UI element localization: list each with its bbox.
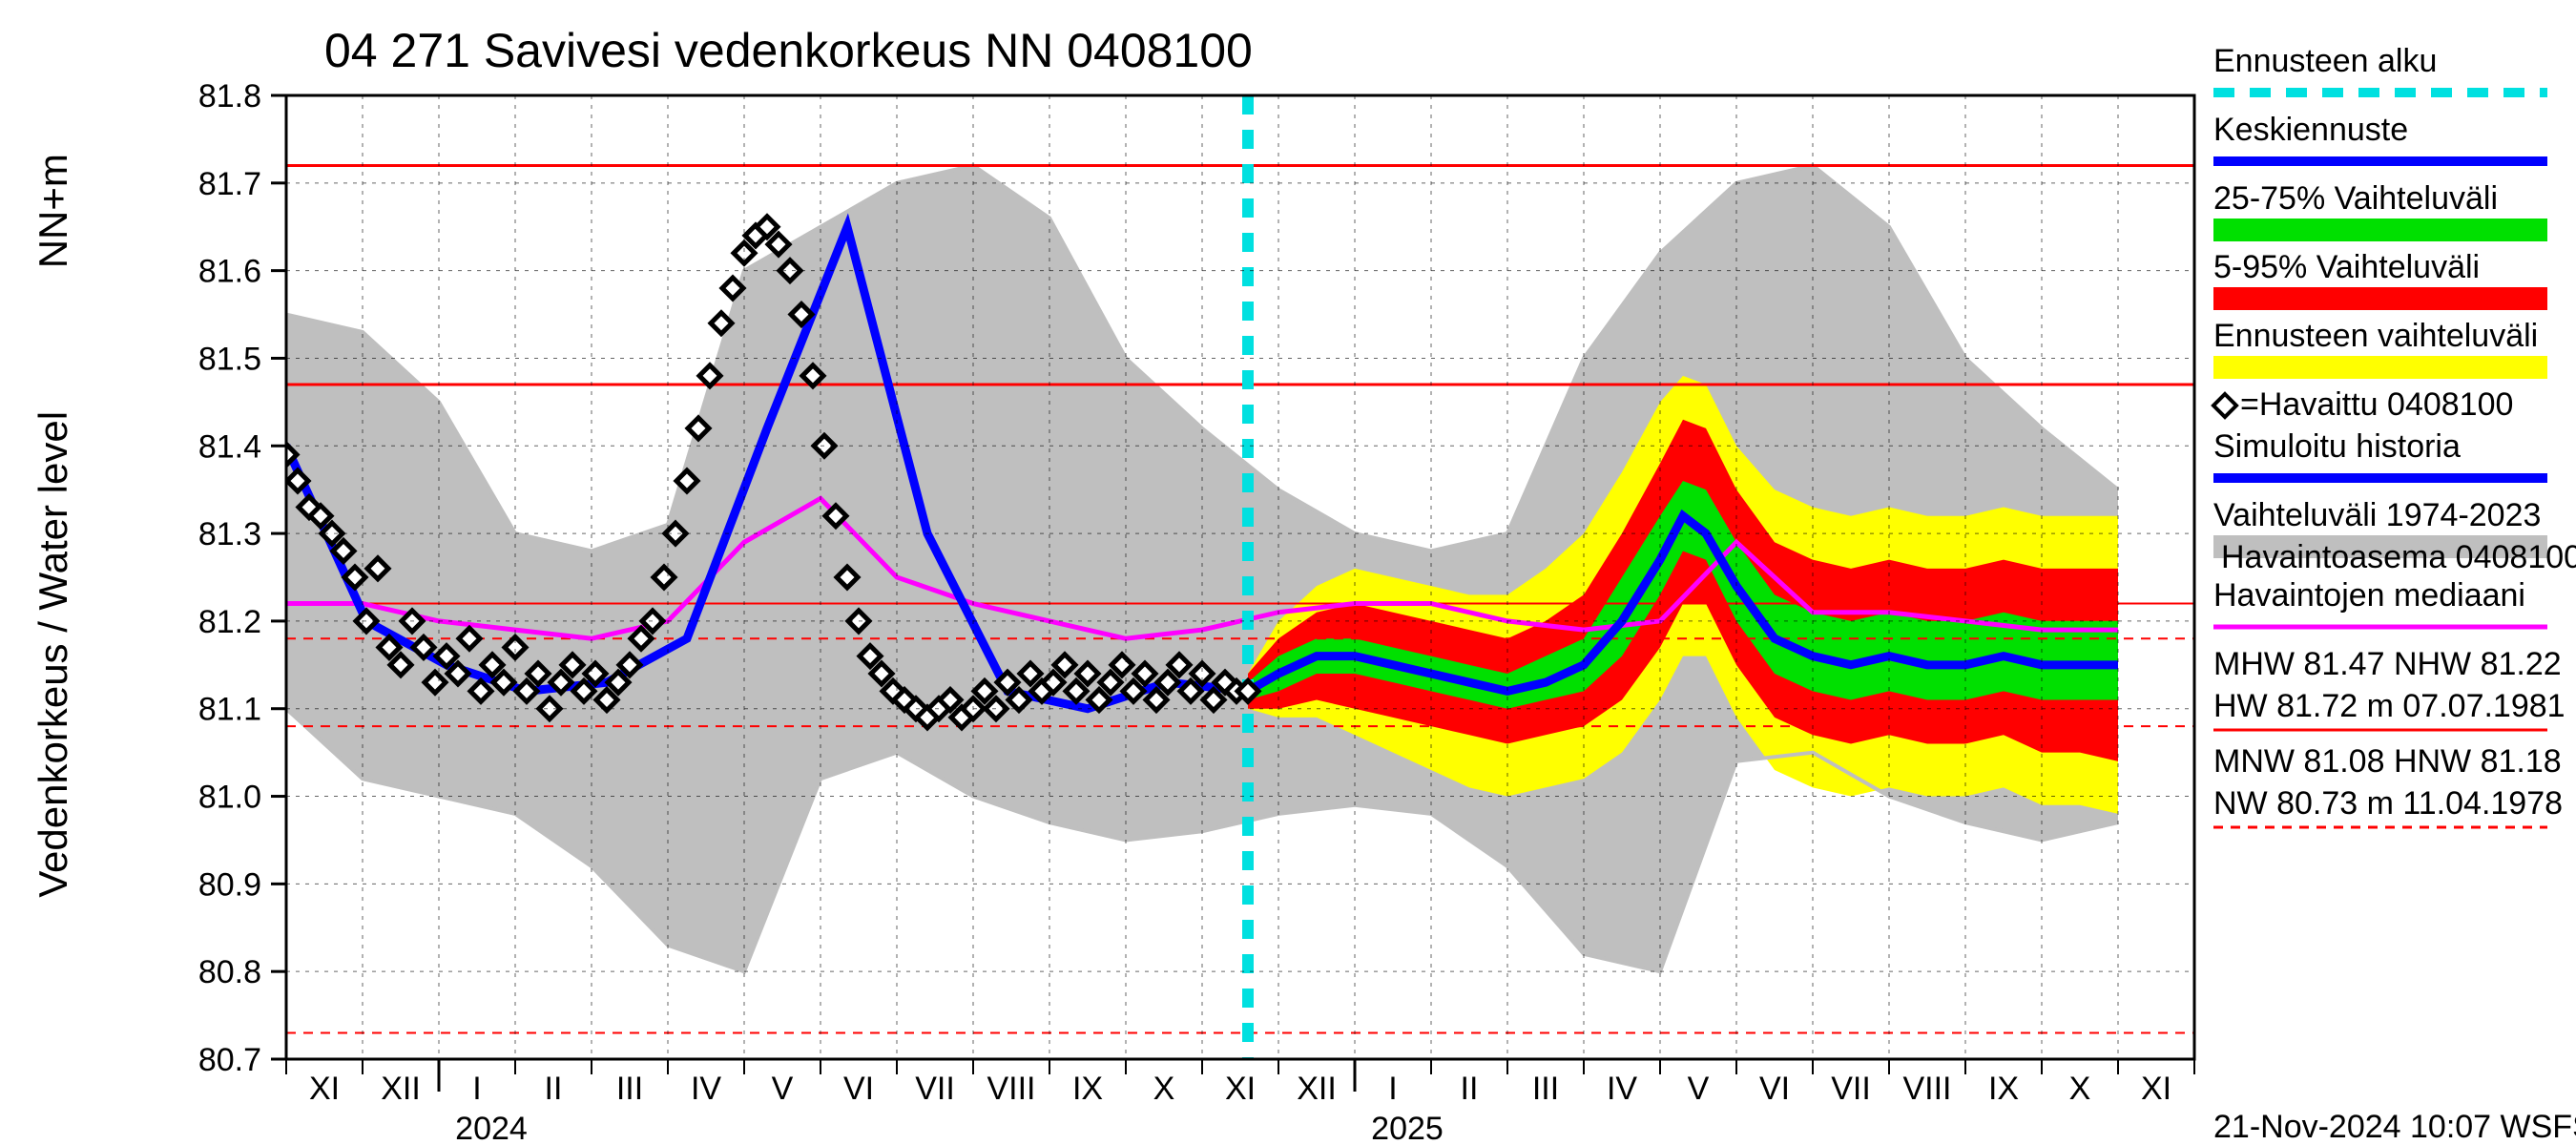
legend-label: Keskiennuste: [2213, 112, 2408, 148]
x-month-label: VIII: [987, 1071, 1035, 1107]
x-month-label: V: [1688, 1071, 1710, 1107]
x-month-label: XI: [309, 1071, 340, 1107]
x-month-label: II: [1461, 1071, 1479, 1107]
x-month-label: XI: [2141, 1071, 2171, 1107]
legend-label: 5-95% Vaihteluväli: [2213, 249, 2480, 285]
y-tick-label: 81.8: [198, 78, 261, 114]
x-month-label: XII: [1297, 1071, 1337, 1107]
y-axis-label: Vedenkorkeus / Water level: [31, 411, 75, 898]
x-month-label: VI: [843, 1071, 874, 1107]
x-month-label: III: [616, 1071, 643, 1107]
footer-timestamp: 21-Nov-2024 10:07 WSFS-O: [2213, 1109, 2576, 1145]
legend-label: Havaintoasema 0408100: [2221, 539, 2576, 575]
y-tick-label: 80.9: [198, 866, 261, 903]
x-month-label: VI: [1759, 1071, 1790, 1107]
legend-label: Vaihteluväli 1974-2023: [2213, 497, 2541, 533]
legend-label: =Havaittu 0408100: [2240, 386, 2513, 423]
x-month-label: IV: [1607, 1071, 1637, 1107]
x-month-label: XI: [1225, 1071, 1256, 1107]
x-month-label: III: [1532, 1071, 1559, 1107]
y-tick-label: 81.5: [198, 341, 261, 377]
legend-label: Ennusteen alku: [2213, 43, 2437, 79]
legend-label: Simuloitu historia: [2213, 428, 2461, 465]
legend-label: MHW 81.47 NHW 81.22: [2213, 646, 2562, 682]
y-tick-label: 81.2: [198, 604, 261, 640]
y-tick-label: 81.3: [198, 516, 261, 552]
x-month-label: VIII: [1902, 1071, 1951, 1107]
y-tick-label: 81.7: [198, 166, 261, 202]
x-year-label: 2025: [1371, 1111, 1444, 1145]
x-month-label: V: [772, 1071, 794, 1107]
y-tick-label: 81.0: [198, 780, 261, 816]
legend-label: NW 80.73 m 11.04.1978: [2213, 785, 2563, 822]
x-month-label: XII: [381, 1071, 421, 1107]
x-month-label: X: [1153, 1071, 1175, 1107]
y-tick-label: 80.7: [198, 1042, 261, 1078]
x-month-label: X: [2069, 1071, 2091, 1107]
y-tick-label: 80.8: [198, 954, 261, 990]
water-level-chart: 80.7 80.8 80.9 81.0 81.1 81.2 81.3 81.4 81.5 81.6…: [0, 0, 2576, 1145]
x-month-label: I: [472, 1071, 481, 1107]
x-month-label: VII: [915, 1071, 955, 1107]
x-month-label: IX: [1072, 1071, 1103, 1107]
legend-label: MNW 81.08 HNW 81.18: [2213, 743, 2562, 780]
x-month-label: II: [545, 1071, 563, 1107]
y-tick-label: 81.6: [198, 254, 261, 290]
x-year-label: 2024: [455, 1111, 528, 1145]
y-tick-label: 81.1: [198, 692, 261, 728]
x-month-label: VII: [1831, 1071, 1871, 1107]
chart-title: 04 271 Savivesi vedenkorkeus NN 0408100: [324, 24, 1253, 77]
legend-label: Ennusteen vaihteluväli: [2213, 318, 2538, 354]
x-month-label: IV: [691, 1071, 721, 1107]
legend-label: Havaintojen mediaani: [2213, 577, 2525, 614]
legend-label: HW 81.72 m 07.07.1981: [2213, 688, 2566, 724]
x-month-label: I: [1388, 1071, 1397, 1107]
y-axis-unit: NN+m: [31, 154, 75, 268]
y-tick-label: 81.4: [198, 428, 261, 465]
x-month-label: IX: [1988, 1071, 2019, 1107]
legend-label: 25-75% Vaihteluväli: [2213, 180, 2498, 217]
